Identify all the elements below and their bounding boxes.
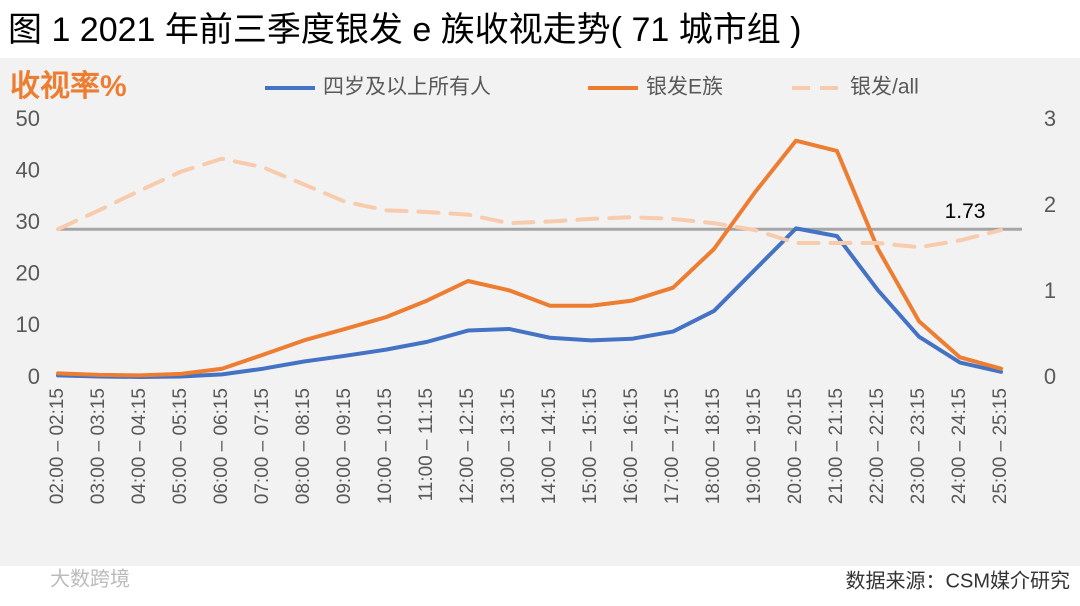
x-tick-label: 17:00 – 17:15 bbox=[662, 388, 683, 504]
legend-label: 四岁及以上所有人 bbox=[323, 76, 491, 99]
x-tick-label: 18:00 – 18:15 bbox=[703, 388, 724, 504]
y-tick-label: 30 bbox=[16, 209, 40, 234]
y-tick-label: 10 bbox=[16, 312, 40, 337]
x-tick-label: 05:00 – 05:15 bbox=[170, 388, 191, 504]
y-tick-label: 20 bbox=[16, 261, 40, 286]
x-tick-label: 13:00 – 13:15 bbox=[498, 388, 519, 504]
y-tick-label: 40 bbox=[16, 157, 40, 182]
x-tick-label: 23:00 – 23:15 bbox=[908, 388, 929, 504]
x-tick-label: 14:00 – 14:15 bbox=[539, 388, 560, 504]
x-tick-label: 25:00 – 25:15 bbox=[990, 388, 1011, 504]
x-tick-label: 04:00 – 04:15 bbox=[129, 388, 150, 504]
x-tick-label: 06:00 – 06:15 bbox=[211, 388, 232, 504]
x-tick-label: 03:00 – 03:15 bbox=[88, 388, 109, 504]
legend-label: 银发E族 bbox=[646, 76, 723, 99]
series-line bbox=[56, 138, 1003, 378]
y-axis-label: 收视率% bbox=[10, 70, 127, 103]
y2-tick-label: 1 bbox=[1044, 278, 1056, 303]
watermark: 大数跨境 bbox=[50, 567, 130, 590]
x-tick-label: 21:00 – 21:15 bbox=[826, 388, 847, 504]
chart-title: 图 1 2021 年前三季度银发 e 族收视走势( 71 城市组 ) bbox=[8, 11, 802, 49]
y-tick-label: 50 bbox=[16, 106, 40, 131]
y2-tick-label: 2 bbox=[1044, 192, 1056, 217]
x-tick-label: 20:00 – 20:15 bbox=[785, 388, 806, 504]
y2-tick-label: 0 bbox=[1044, 364, 1056, 389]
x-tick-label: 12:00 – 12:15 bbox=[457, 388, 478, 504]
source: 数据来源：CSM媒介研究 bbox=[846, 569, 1070, 592]
legend-label: 银发/all bbox=[850, 76, 919, 99]
x-tick-label: 10:00 – 10:15 bbox=[375, 388, 396, 504]
y2-tick-label: 3 bbox=[1044, 106, 1056, 131]
x-tick-label: 16:00 – 16:15 bbox=[621, 388, 642, 504]
x-tick-label: 24:00 – 24:15 bbox=[949, 388, 970, 504]
reference-label: 1.73 bbox=[945, 200, 986, 223]
x-tick-label: 22:00 – 22:15 bbox=[867, 388, 888, 504]
series-line bbox=[56, 156, 1003, 250]
x-tick-label: 15:00 – 15:15 bbox=[580, 388, 601, 504]
series-line bbox=[56, 226, 1003, 379]
x-tick-label: 09:00 – 09:15 bbox=[334, 388, 355, 504]
x-tick-label: 07:00 – 07:15 bbox=[252, 388, 273, 504]
y-tick-label: 0 bbox=[28, 364, 40, 389]
x-tick-label: 08:00 – 08:15 bbox=[293, 388, 314, 504]
x-tick-label: 19:00 – 19:15 bbox=[744, 388, 765, 504]
x-tick-label: 11:00 – 11:15 bbox=[416, 388, 437, 501]
plot-background bbox=[0, 58, 1080, 566]
x-tick-label: 02:00 – 02:15 bbox=[47, 388, 68, 504]
